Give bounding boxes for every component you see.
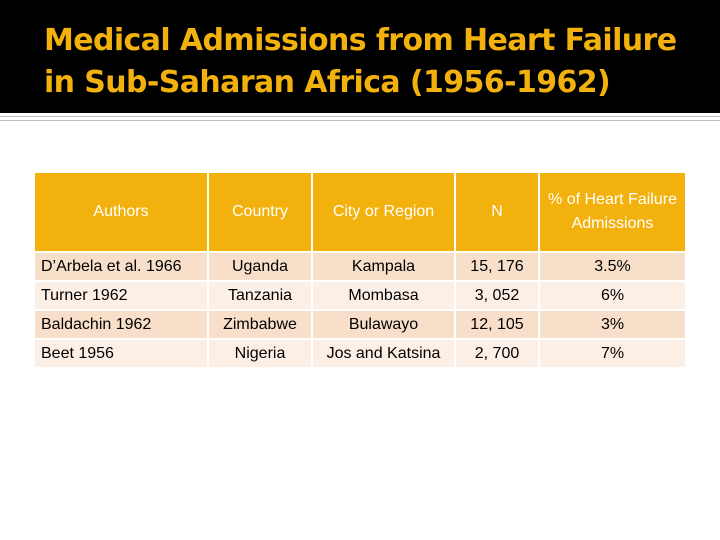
cell-percent: 6% [539, 281, 685, 311]
cell-author: D’Arbela et al. 1966 [35, 252, 209, 282]
cell-author: Beet 1956 [35, 339, 209, 369]
cell-city: Jos and Katsina [312, 339, 456, 369]
slide-title: Medical Admissions from Heart Failure in… [44, 23, 677, 100]
cell-country: Zimbabwe [208, 310, 313, 340]
cell-n: 12, 105 [455, 310, 540, 340]
cell-n: 15, 176 [455, 252, 540, 282]
cell-author: Turner 1962 [35, 281, 209, 311]
cell-city: Mombasa [312, 281, 456, 311]
table-row: Baldachin 1962 Zimbabwe Bulawayo 12, 105… [35, 310, 685, 340]
cell-n: 2, 700 [455, 339, 540, 369]
header-country: Country [208, 173, 313, 253]
table-row: Turner 1962 Tanzania Mombasa 3, 052 6% [35, 281, 685, 311]
table-header-row: Authors Country City or Region N % of He… [35, 173, 685, 253]
title-band [0, 0, 720, 113]
header-authors: Authors [35, 173, 209, 253]
cell-n: 3, 052 [455, 281, 540, 311]
divider-bottom [0, 120, 720, 121]
admissions-table: Authors Country City or Region N % of He… [35, 173, 685, 369]
cell-author: Baldachin 1962 [35, 310, 209, 340]
cell-country: Uganda [208, 252, 313, 282]
divider-top [0, 116, 720, 117]
table-row: Beet 1956 Nigeria Jos and Katsina 2, 700… [35, 339, 685, 369]
cell-country: Nigeria [208, 339, 313, 369]
cell-city: Bulawayo [312, 310, 456, 340]
header-city-or-region: City or Region [312, 173, 456, 253]
cell-percent: 3% [539, 310, 685, 340]
header-percent-admissions: % of Heart Failure Admissions [539, 173, 685, 253]
cell-percent: 7% [539, 339, 685, 369]
cell-percent: 3.5% [539, 252, 685, 282]
table-row: D’Arbela et al. 1966 Uganda Kampala 15, … [35, 252, 685, 282]
cell-country: Tanzania [208, 281, 313, 311]
cell-city: Kampala [312, 252, 456, 282]
header-n: N [455, 173, 540, 253]
